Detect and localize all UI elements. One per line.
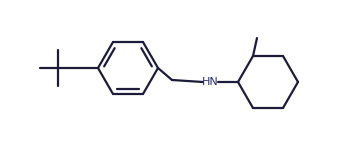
Text: HN: HN: [202, 77, 218, 87]
